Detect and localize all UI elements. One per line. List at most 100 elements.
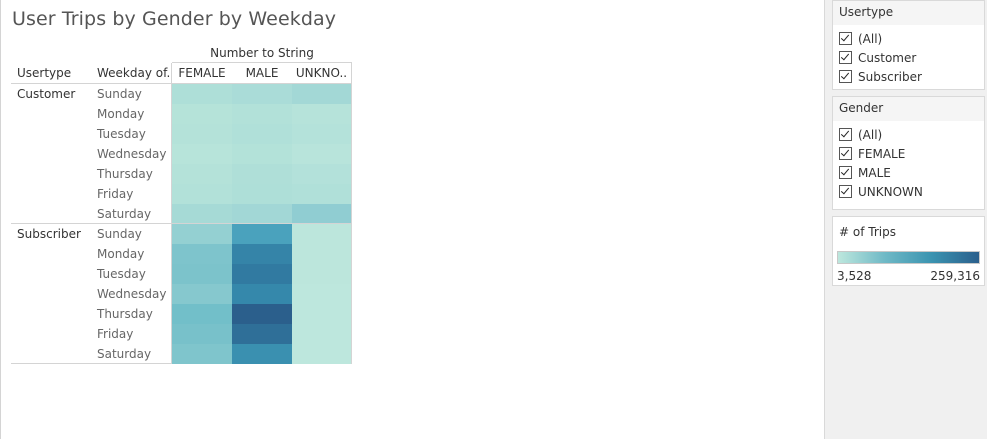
weekday-label: Friday (97, 187, 134, 201)
header-separator (171, 63, 172, 83)
gender-filter-option[interactable]: (All) (839, 125, 882, 144)
usertype-filter-option[interactable]: (All) (839, 29, 882, 48)
heatmap-cell-unknown[interactable] (292, 204, 351, 224)
heatmap-cell-female[interactable] (172, 344, 232, 364)
heatmap-cell-female[interactable] (172, 264, 232, 284)
gender-filter-option[interactable]: UNKNOWN (839, 182, 923, 201)
heatmap-cell-male[interactable] (232, 304, 292, 324)
heatmap-cell-female[interactable] (172, 224, 232, 244)
gender-filter: Gender (All) FEMALE MALE UNKNOWN (832, 96, 985, 210)
usertype-filter-option[interactable]: Subscriber (839, 67, 922, 86)
heatmap-cell-unknown[interactable] (292, 264, 351, 284)
heatmap-cell-female[interactable] (172, 144, 232, 164)
viz-title: User Trips by Gender by Weekday (12, 8, 337, 30)
usertype-label: Customer (17, 87, 76, 101)
heatmap-cell-female[interactable] (172, 184, 232, 204)
gender-filter-title: Gender (833, 97, 984, 121)
checkbox-checked-icon[interactable] (839, 70, 852, 83)
heatmap-cell-male[interactable] (232, 84, 292, 104)
heatmap-cell-male[interactable] (232, 204, 292, 224)
gender-filter-option[interactable]: MALE (839, 163, 891, 182)
heatmap-cell-unknown[interactable] (292, 104, 351, 124)
heatmap-cell-female[interactable] (172, 284, 232, 304)
weekday-label: Saturday (97, 347, 152, 361)
heatmap-cell-female[interactable] (172, 204, 232, 224)
column-group-header[interactable]: Number to String (210, 46, 314, 60)
heatmap-cell-male[interactable] (232, 264, 292, 284)
heatmap-cell-unknown[interactable] (292, 304, 351, 324)
gender-filter-option-label: FEMALE (858, 146, 906, 161)
heatmap-cell-unknown[interactable] (292, 144, 351, 164)
usertype-header[interactable]: Usertype (17, 66, 72, 80)
gender-filter-option[interactable]: FEMALE (839, 144, 905, 163)
usertype-filter-option-label: Customer (858, 50, 917, 65)
weekday-label: Tuesday (97, 127, 146, 141)
checkbox-checked-icon[interactable] (839, 128, 852, 141)
weekday-label: Wednesday (97, 287, 167, 301)
heatmap-cell-female[interactable] (172, 304, 232, 324)
heatmap-cell-unknown[interactable] (292, 344, 351, 364)
checkbox-checked-icon[interactable] (839, 166, 852, 179)
trips-legend: # of Trips 3,528 259,316 (832, 216, 985, 286)
heatmap-cell-male[interactable] (232, 124, 292, 144)
checkbox-checked-icon[interactable] (839, 51, 852, 64)
checkbox-checked-icon[interactable] (839, 32, 852, 45)
heatmap-cell-male[interactable] (232, 324, 292, 344)
heatmap-cell-female[interactable] (172, 164, 232, 184)
weekday-label: Monday (97, 107, 145, 121)
weekday-label: Wednesday (97, 147, 167, 161)
heatmap-cell-male[interactable] (232, 184, 292, 204)
heatmap-cell-female[interactable] (172, 324, 232, 344)
gender-filter-option-label: MALE (858, 165, 891, 180)
heatmap-cell-female[interactable] (172, 104, 232, 124)
heatmap-cell-unknown[interactable] (292, 244, 351, 264)
group-separator (11, 223, 352, 224)
heatmap-cell-male[interactable] (232, 104, 292, 124)
weekday-label: Tuesday (97, 267, 146, 281)
heatmap-cell-male[interactable] (232, 224, 292, 244)
filter-panel: Usertype (All) Customer Subscriber Gender … (824, 0, 987, 439)
heatmap-cell-unknown[interactable] (292, 84, 351, 104)
usertype-filter-option[interactable]: Customer (839, 48, 916, 67)
heatmap-cell-male[interactable] (232, 144, 292, 164)
heatmap-cell-male[interactable] (232, 244, 292, 264)
heatmap-cell-male[interactable] (232, 344, 292, 364)
header-bottom-border (11, 83, 352, 84)
heatmap-cell-unknown[interactable] (292, 184, 351, 204)
unknown-column-header[interactable]: UNKNO.. (295, 66, 348, 80)
weekday-label: Sunday (97, 87, 142, 101)
weekday-label: Monday (97, 247, 145, 261)
usertype-filter-option-label: Subscriber (858, 69, 922, 84)
viz-left-border (0, 0, 1, 439)
heatmap-cell-female[interactable] (172, 244, 232, 264)
heatmap-cell-unknown[interactable] (292, 124, 351, 144)
heatmap-cell-female[interactable] (172, 124, 232, 144)
gender-filter-option-label: UNKNOWN (858, 184, 923, 199)
color-gradient-bar (837, 251, 980, 264)
column-group-divider (172, 62, 352, 63)
weekday-header[interactable]: Weekday of.. (97, 66, 171, 80)
heatmap-cell-unknown[interactable] (292, 164, 351, 184)
checkbox-checked-icon[interactable] (839, 185, 852, 198)
heatmap-cell-unknown[interactable] (292, 324, 351, 344)
trips-legend-title: # of Trips (833, 221, 984, 245)
male-column-header[interactable]: MALE (245, 66, 279, 80)
usertype-label: Subscriber (17, 227, 81, 241)
weekday-label: Sunday (97, 227, 142, 241)
female-column-header[interactable]: FEMALE (178, 66, 226, 80)
table-right-border (351, 62, 352, 364)
heatmap-table: Number to String Usertype Weekday of.. F… (11, 42, 352, 364)
checkbox-checked-icon[interactable] (839, 147, 852, 160)
heatmap-cell-male[interactable] (232, 284, 292, 304)
weekday-label: Saturday (97, 207, 152, 221)
usertype-filter: Usertype (All) Customer Subscriber (832, 0, 985, 90)
heatmap-cell-unknown[interactable] (292, 284, 351, 304)
weekday-label: Thursday (97, 167, 153, 181)
heatmap-cell-unknown[interactable] (292, 224, 351, 244)
gender-filter-option-label: (All) (858, 127, 883, 142)
heatmap-cell-male[interactable] (232, 164, 292, 184)
weekday-label: Thursday (97, 307, 153, 321)
legend-max-value: 259,316 (930, 269, 980, 283)
heatmap-cell-female[interactable] (172, 84, 232, 104)
weekday-label: Friday (97, 327, 134, 341)
